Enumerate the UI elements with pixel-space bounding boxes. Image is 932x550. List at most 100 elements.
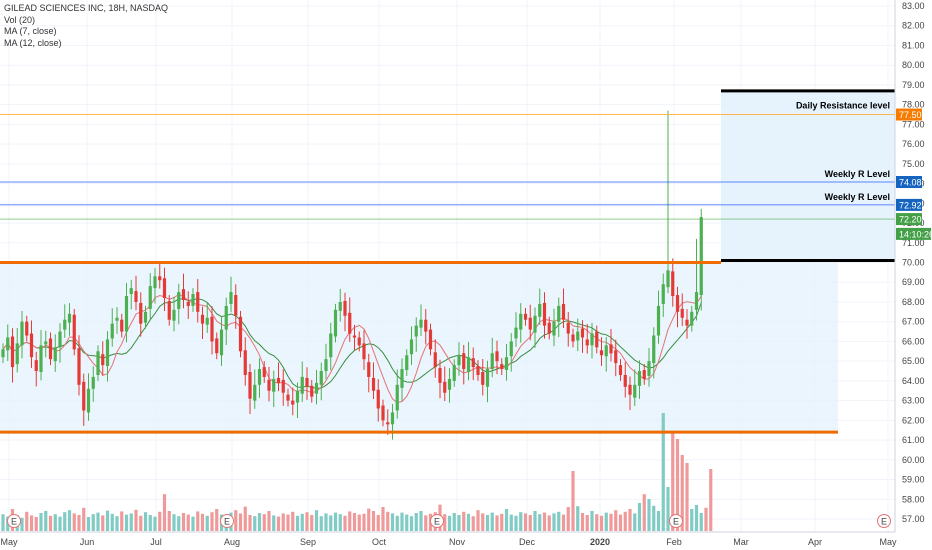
candle-body xyxy=(77,348,81,385)
price-tags: 77.50 74.08 72.92 72.20 14:10:26 xyxy=(896,108,932,240)
volume-bar xyxy=(642,494,646,531)
volume-bar xyxy=(352,513,357,531)
volume-bar xyxy=(96,512,100,531)
y-tick-label: 67.00 xyxy=(902,317,925,327)
candle-body xyxy=(386,422,390,425)
price-axis-background xyxy=(895,0,932,532)
candle-body xyxy=(694,292,699,310)
volume-bar xyxy=(443,514,447,531)
volume-bar xyxy=(338,514,342,531)
y-tick-label: 78.00 xyxy=(902,100,925,110)
weekly-r-level-label-upper: Weekly R Level xyxy=(825,169,890,179)
y-tick-label: 68.00 xyxy=(902,297,925,307)
candle-body xyxy=(143,311,148,323)
y-tick-label: 79.00 xyxy=(902,80,925,90)
volume-bar xyxy=(324,513,328,531)
volume-bar xyxy=(637,503,642,531)
candle-body xyxy=(257,369,262,385)
candle-body xyxy=(628,384,632,395)
candle-body xyxy=(495,351,499,362)
candle-body xyxy=(457,355,461,366)
volume-bar xyxy=(666,487,670,531)
y-tick-label: 76.00 xyxy=(902,139,925,149)
candle-body xyxy=(414,325,418,337)
candle-body xyxy=(39,345,43,373)
candle-body xyxy=(661,284,665,304)
candle-body xyxy=(557,305,561,322)
candle-body xyxy=(424,319,428,332)
candle-body xyxy=(25,321,29,336)
ma12-line xyxy=(2,298,702,389)
volume-bar xyxy=(276,516,281,531)
x-tick-feb: Feb xyxy=(666,537,682,547)
weekly-r-level-label-lower: Weekly R Level xyxy=(825,192,890,202)
candle-body xyxy=(523,313,528,320)
earnings-circle xyxy=(430,514,444,528)
x-tick-oct: Oct xyxy=(372,537,387,547)
candle-body xyxy=(400,369,404,388)
volume-bar xyxy=(585,515,589,531)
y-tick-label: 80.00 xyxy=(902,60,925,70)
candle-body xyxy=(519,313,523,330)
candle-body xyxy=(295,390,300,403)
y-tick-label: 71.00 xyxy=(902,238,925,248)
volume-bar xyxy=(675,439,680,531)
candle-body xyxy=(91,376,95,389)
legend-ma7[interactable]: MA (7, close) xyxy=(4,26,57,36)
candle-body xyxy=(110,323,114,339)
volume-bar xyxy=(333,512,338,531)
y-tick-label: 63.00 xyxy=(902,396,925,406)
volume-bar xyxy=(633,513,637,531)
y-tick-label: 81.00 xyxy=(902,40,925,50)
earnings-label: E xyxy=(224,517,230,527)
candle-body xyxy=(219,329,224,356)
candle-body xyxy=(286,394,290,401)
y-tick-label: 61.00 xyxy=(902,435,925,445)
volume-bar xyxy=(177,516,181,531)
volume-bar xyxy=(680,455,684,531)
earnings-circle xyxy=(220,514,234,528)
volume-bar xyxy=(538,514,542,531)
candle-body xyxy=(462,353,466,370)
candle-body xyxy=(267,379,271,391)
volume-bar xyxy=(248,515,252,531)
candle-body xyxy=(253,384,257,401)
candle-body xyxy=(272,378,276,392)
legend-volume[interactable]: Vol (20) xyxy=(4,14,36,25)
volume-bar xyxy=(115,516,119,531)
symbol-title[interactable]: GILEAD SCIENCES INC, 18H, NASDAQ xyxy=(4,3,169,13)
candle-body xyxy=(428,329,433,350)
volume-bar xyxy=(424,515,428,531)
volume-bar xyxy=(153,516,157,531)
candle-body xyxy=(381,405,385,421)
volume-bar xyxy=(200,513,205,531)
y-tick-label: 64.00 xyxy=(902,376,925,386)
candle-body xyxy=(300,376,304,394)
volume-bar xyxy=(485,515,490,531)
candle-body xyxy=(352,335,357,338)
volume-bar xyxy=(172,514,176,531)
candle-body xyxy=(390,412,395,425)
y-tick-label: 57.00 xyxy=(902,514,925,524)
candle-body xyxy=(181,289,186,300)
tag-77-50-text: 77.50 xyxy=(899,110,922,120)
candle-body xyxy=(376,389,380,409)
candle-body xyxy=(205,317,209,325)
price-axis[interactable]: 83.00 82.00 81.00 80.00 79.00 78.00 77.00 76.00… xyxy=(894,0,932,532)
earnings-label: E xyxy=(881,517,887,527)
time-axis[interactable]: May Jun Jul Aug Sep Oct Nov Dec 2020 Feb… xyxy=(0,531,932,550)
x-tick-may: May xyxy=(0,537,18,547)
candle-body xyxy=(348,312,352,334)
legend-ma12[interactable]: MA (12, close) xyxy=(4,37,62,48)
candle-body xyxy=(191,294,195,306)
volume-bar xyxy=(471,516,475,531)
candle-body xyxy=(447,378,452,390)
candle-body xyxy=(333,309,338,337)
volume-bar xyxy=(656,511,661,531)
candle-body xyxy=(248,372,252,399)
volume-bar xyxy=(291,511,295,531)
volume-bar xyxy=(500,513,504,531)
candle-body xyxy=(314,382,319,394)
